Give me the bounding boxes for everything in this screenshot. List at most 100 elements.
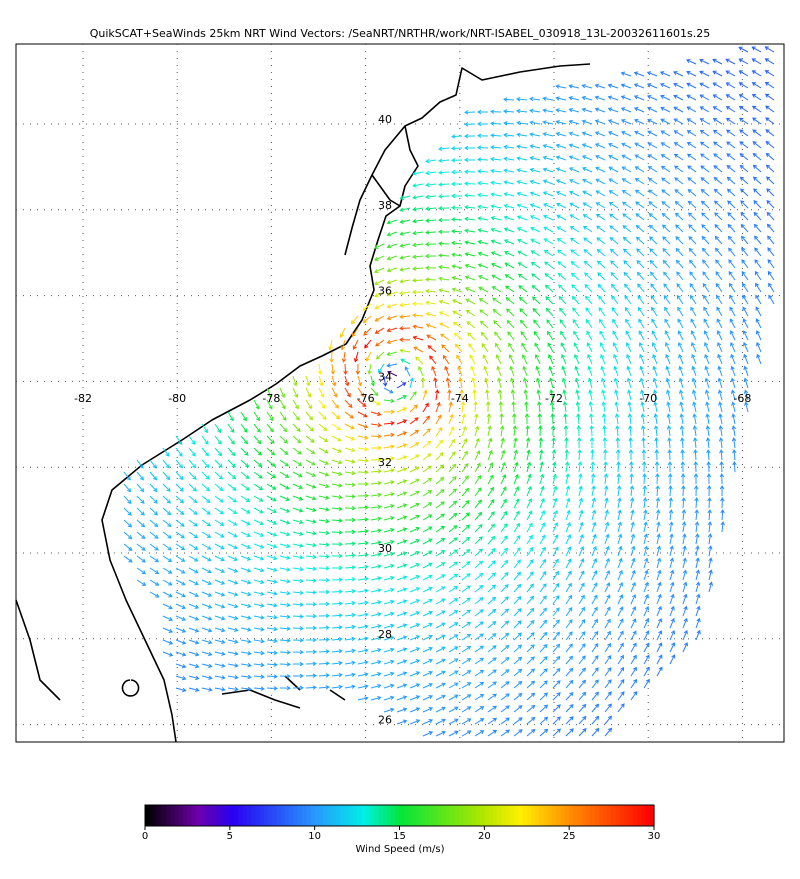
wind-vector bbox=[422, 453, 432, 461]
wind-vector bbox=[422, 490, 433, 497]
wind-vector bbox=[318, 387, 325, 398]
wind-vector bbox=[305, 554, 317, 560]
wind-vector bbox=[630, 557, 636, 569]
wind-vector bbox=[362, 315, 372, 324]
wind-vector bbox=[552, 485, 558, 497]
wind-vector bbox=[451, 217, 463, 222]
wind-vector bbox=[539, 656, 548, 665]
wind-vector bbox=[700, 153, 710, 161]
wind-vector bbox=[136, 579, 147, 586]
wind-vector bbox=[253, 686, 265, 691]
wind-vector bbox=[477, 274, 489, 281]
wind-vector bbox=[517, 262, 528, 269]
wind-vector bbox=[425, 170, 437, 176]
wind-vector bbox=[175, 603, 186, 610]
wind-vector bbox=[608, 154, 619, 161]
wind-vector bbox=[755, 318, 762, 329]
wind-vector bbox=[490, 204, 502, 209]
wind-vector bbox=[464, 228, 476, 234]
colorbar-swatch bbox=[153, 805, 159, 826]
wind-vector bbox=[292, 673, 304, 679]
wind-vector bbox=[575, 401, 581, 413]
wind-vector bbox=[615, 437, 620, 449]
wind-vector bbox=[396, 719, 408, 725]
wind-vector bbox=[227, 567, 239, 573]
wind-vector bbox=[663, 271, 671, 281]
wind-vector bbox=[474, 718, 485, 725]
wind-vector bbox=[412, 218, 424, 224]
wind-vector bbox=[742, 306, 749, 317]
wind-vector bbox=[552, 558, 559, 569]
wind-vector bbox=[725, 94, 736, 101]
wind-vector bbox=[435, 670, 446, 677]
wind-vector bbox=[425, 312, 437, 317]
colorbar-swatch bbox=[246, 805, 252, 826]
wind-vector bbox=[719, 473, 725, 485]
wind-vector bbox=[266, 531, 278, 537]
wind-vector bbox=[162, 567, 173, 574]
wind-vector bbox=[448, 463, 457, 473]
wind-vector bbox=[253, 447, 262, 456]
wind-vector bbox=[175, 579, 186, 586]
wind-vector bbox=[720, 497, 725, 509]
wind-vector bbox=[708, 557, 713, 569]
wind-vector bbox=[305, 375, 311, 387]
wind-vector bbox=[227, 519, 238, 526]
wind-vector bbox=[675, 236, 684, 245]
wind-vector bbox=[591, 594, 598, 605]
wind-vector bbox=[175, 507, 185, 516]
wind-vector bbox=[504, 250, 515, 257]
wind-vector bbox=[507, 331, 515, 341]
wind-vector bbox=[521, 354, 528, 365]
wind-vector bbox=[559, 319, 567, 329]
wind-vector bbox=[678, 353, 684, 365]
wind-vector bbox=[490, 216, 502, 221]
colorbar-swatch bbox=[378, 805, 384, 826]
wind-vector bbox=[667, 449, 672, 461]
wind-vector bbox=[539, 461, 544, 473]
wind-vector bbox=[461, 463, 469, 473]
wind-vector bbox=[673, 106, 684, 113]
wind-vector bbox=[693, 437, 698, 449]
wind-vector bbox=[500, 559, 509, 569]
wind-vector bbox=[318, 661, 330, 666]
wind-vector bbox=[149, 543, 159, 551]
wind-vector bbox=[617, 509, 622, 521]
wind-vector bbox=[680, 437, 685, 449]
wind-vector bbox=[461, 597, 471, 605]
wind-vector bbox=[574, 377, 580, 389]
wind-vector bbox=[604, 521, 610, 533]
wind-vector bbox=[373, 243, 385, 249]
colorbar-swatch bbox=[437, 805, 443, 826]
wind-vector bbox=[591, 727, 600, 737]
wind-vector bbox=[542, 203, 554, 209]
wind-vector bbox=[765, 152, 775, 161]
wind-vector bbox=[474, 511, 483, 521]
wind-vector bbox=[690, 306, 697, 317]
wind-vector bbox=[738, 70, 749, 77]
wind-vector bbox=[552, 704, 561, 713]
wind-vector bbox=[370, 457, 382, 462]
wind-vector bbox=[240, 686, 252, 692]
wind-vector bbox=[123, 555, 133, 563]
wind-vector bbox=[387, 370, 398, 377]
wind-vector bbox=[400, 358, 411, 365]
wind-vector bbox=[461, 658, 472, 665]
wind-vector bbox=[279, 638, 291, 643]
wind-vector bbox=[568, 143, 580, 149]
wind-vector bbox=[386, 279, 398, 285]
wind-vector bbox=[253, 495, 264, 502]
wind-vector bbox=[214, 615, 226, 621]
wind-vector bbox=[477, 251, 489, 257]
wind-vector bbox=[557, 249, 567, 257]
wind-vector bbox=[556, 214, 567, 221]
wind-vector bbox=[552, 631, 560, 641]
wind-vector bbox=[162, 639, 174, 645]
wind-vector bbox=[680, 449, 685, 461]
wind-vector bbox=[666, 413, 671, 425]
wind-vector bbox=[477, 145, 489, 150]
wind-vector bbox=[689, 259, 697, 269]
wind-vector bbox=[617, 545, 623, 557]
colorbar-swatch bbox=[509, 805, 515, 826]
wind-vector bbox=[396, 635, 408, 641]
